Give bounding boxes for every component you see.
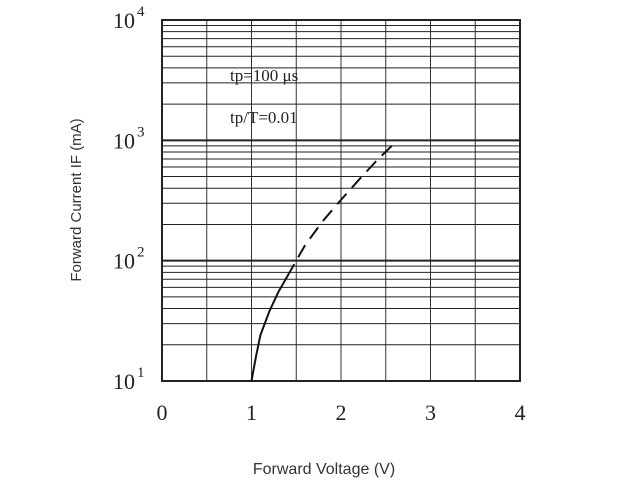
duty-cycle-annotation: tp/T=0.01	[230, 108, 298, 127]
y-tick-label: 10	[113, 249, 135, 274]
y-tick-exponent: 4	[137, 4, 145, 20]
x-tick-label: 0	[157, 400, 168, 425]
y-tick-label: 10	[113, 128, 135, 153]
y-axis-title: Forward Current IF (mA)	[68, 118, 85, 281]
x-tick-label: 2	[336, 400, 347, 425]
x-axis-title: Forward Voltage (V)	[253, 461, 395, 478]
y-tick-label: 10	[113, 369, 135, 394]
x-tick-label: 4	[515, 400, 526, 425]
y-tick-exponent: 1	[137, 365, 145, 381]
series-line-dashed	[286, 142, 396, 277]
y-tick-exponent: 2	[137, 245, 145, 261]
pulse-width-annotation: tp=100 μs	[230, 66, 298, 85]
y-tick-label: 10	[113, 8, 135, 33]
series-line-solid	[250, 275, 289, 382]
grid	[162, 20, 520, 381]
plot-frame	[161, 19, 521, 382]
x-tick-label: 3	[425, 400, 436, 425]
data-layer	[250, 142, 396, 382]
y-tick-exponent: 3	[137, 124, 145, 140]
x-tick-label: 1	[246, 400, 257, 425]
